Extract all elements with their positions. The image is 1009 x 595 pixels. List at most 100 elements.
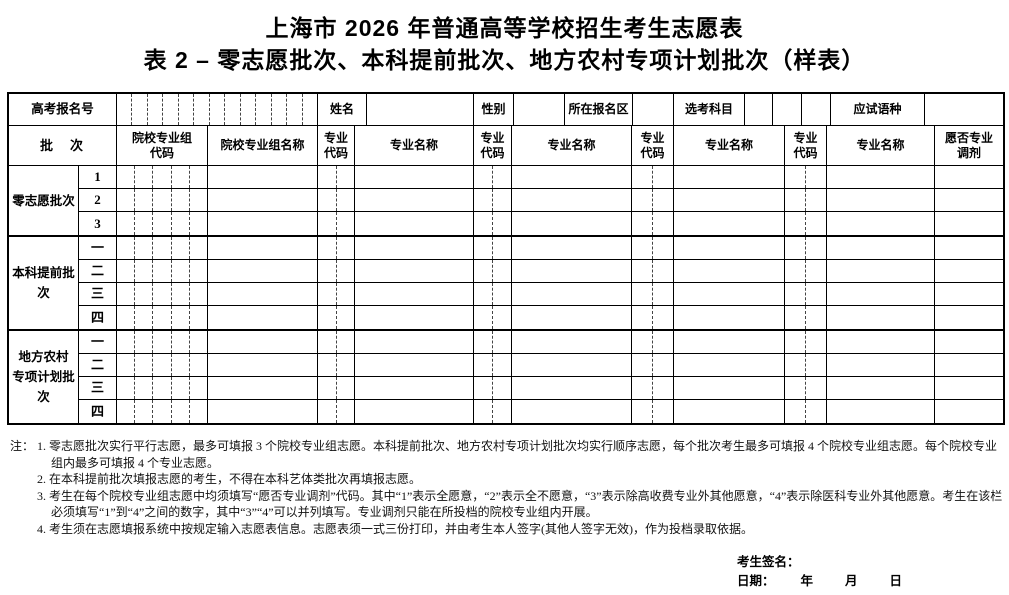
code-box: [785, 400, 806, 423]
subject-box-1: [745, 94, 773, 125]
section-zero-volunteer: 零志愿批次 1 2 3: [9, 166, 1003, 237]
major-code-cell: [785, 212, 827, 235]
code-box: [153, 306, 172, 329]
major-code-cell: [318, 331, 355, 353]
code-box: [190, 377, 207, 399]
code-box: [153, 260, 172, 282]
code-box: [135, 283, 154, 305]
header-major-name-3: 专业名称: [674, 126, 785, 165]
code-box: [172, 306, 190, 329]
major-code-cell: [632, 260, 674, 282]
major-code-cell: [318, 306, 355, 329]
signature-label: 考生签名：: [737, 555, 800, 569]
digit-box: [272, 94, 288, 125]
code-box: [135, 189, 154, 211]
code-box: [135, 166, 154, 188]
code-box: [172, 260, 190, 282]
code-box: [493, 189, 511, 211]
code-box: [135, 212, 154, 235]
major-name-cell: [512, 189, 632, 211]
major-name-cell: [512, 260, 632, 282]
note-item: 4. 考生须在志愿填报系统中按规定输入志愿表信息。志愿表须一式三份打印，并由考生…: [37, 521, 753, 536]
note-item: 1. 零志愿批次实行平行志愿，最多可填报 3 个院校专业组志愿。本科提前批次、地…: [37, 439, 998, 470]
group-name-cell: [208, 354, 318, 376]
code-box: [190, 189, 207, 211]
header-major-code-2: 专业 代码: [474, 126, 512, 165]
code-box: [135, 237, 154, 259]
major-code-cell: [318, 237, 355, 259]
code-box: [632, 237, 653, 259]
major-name-cell: [512, 377, 632, 399]
adjust-cell: [935, 260, 1003, 282]
row-number-cell: 1: [79, 166, 117, 188]
column-header-row: 批 次 院校专业组 代码 院校专业组名称 专业 代码 专业名称 专业 代码 专业…: [9, 126, 1003, 166]
adjust-cell: [935, 189, 1003, 211]
digit-box: [256, 94, 272, 125]
code-box: [632, 166, 653, 188]
major-name-cell: [512, 306, 632, 329]
code-box: [806, 166, 826, 188]
major-name-cell: [674, 400, 785, 423]
code-box: [632, 377, 653, 399]
header-major-name-4: 专业名称: [827, 126, 935, 165]
code-box: [135, 354, 154, 376]
code-box: [806, 377, 826, 399]
digit-box: [241, 94, 257, 125]
code-box: [172, 166, 190, 188]
header-major-code-4: 专业 代码: [785, 126, 827, 165]
code-box: [785, 212, 806, 235]
code-box: [318, 306, 337, 329]
district-label: 所在报名区: [565, 94, 633, 125]
code-box: [153, 212, 172, 235]
table-row: 二: [79, 260, 1003, 283]
major-name-cell: [355, 306, 474, 329]
code-box: [337, 283, 355, 305]
major-name-cell: [674, 260, 785, 282]
code-box: [806, 212, 826, 235]
adjust-cell: [935, 331, 1003, 353]
major-code-cell: [318, 166, 355, 188]
date-label: 日期：: [737, 574, 775, 588]
code-box: [653, 306, 673, 329]
major-name-cell: [512, 331, 632, 353]
code-box: [474, 189, 493, 211]
code-box: [172, 189, 190, 211]
table-row: 三: [79, 283, 1003, 306]
major-code-cell: [474, 189, 512, 211]
code-box: [135, 260, 154, 282]
digit-box: [163, 94, 179, 125]
major-code-cell: [785, 166, 827, 188]
code-box: [190, 283, 207, 305]
major-code-cell: [785, 400, 827, 423]
code-box: [632, 400, 653, 423]
major-code-cell: [318, 189, 355, 211]
notes-list: 1. 零志愿批次实行平行志愿，最多可填报 3 个院校专业组志愿。本科提前批次、地…: [37, 438, 1004, 537]
code-box: [117, 212, 136, 235]
major-name-cell: [827, 189, 935, 211]
code-box: [632, 354, 653, 376]
major-name-cell: [355, 237, 474, 259]
district-field: [633, 94, 674, 125]
section-undergrad-early: 本科提前批次 一 二 三: [9, 237, 1003, 331]
header-major-name-1: 专业名称: [355, 126, 474, 165]
major-code-cell: [632, 212, 674, 235]
major-name-cell: [827, 260, 935, 282]
major-code-cell: [474, 377, 512, 399]
major-name-cell: [827, 166, 935, 188]
code-box: [493, 212, 511, 235]
major-name-cell: [512, 237, 632, 259]
code-box: [172, 354, 190, 376]
code-box: [493, 260, 511, 282]
date-line: 日期： 年 月 日: [737, 572, 902, 591]
group-code-cell: [117, 377, 208, 399]
code-box: [337, 166, 355, 188]
major-name-cell: [355, 283, 474, 305]
table-row: 二: [79, 354, 1003, 377]
code-box: [806, 260, 826, 282]
major-name-cell: [827, 400, 935, 423]
major-code-cell: [474, 237, 512, 259]
code-box: [337, 400, 355, 423]
major-name-cell: [674, 331, 785, 353]
major-code-cell: [632, 189, 674, 211]
code-box: [785, 260, 806, 282]
